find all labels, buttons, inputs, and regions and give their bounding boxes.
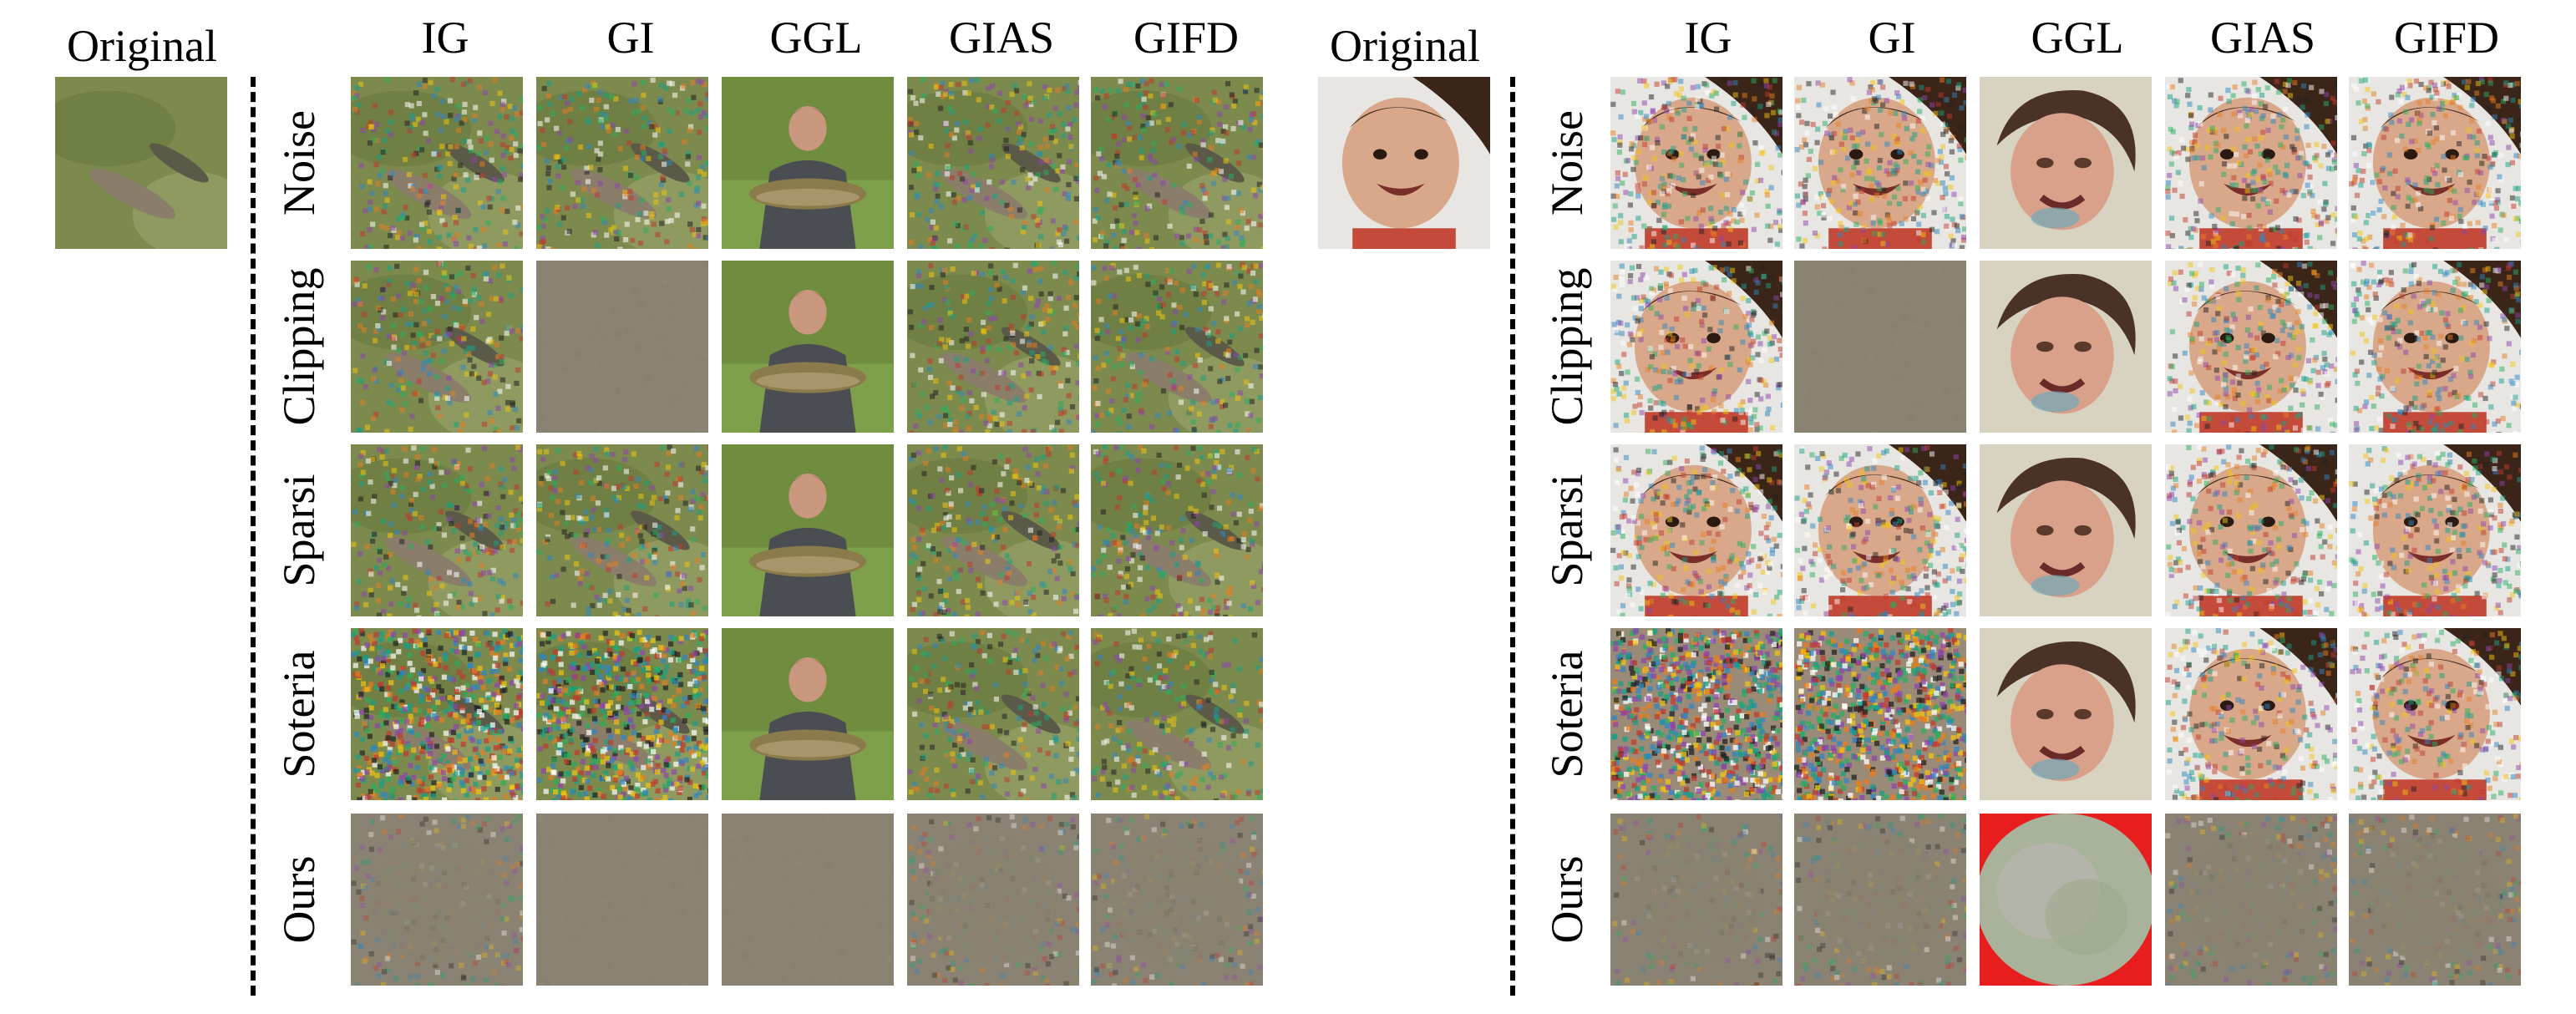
reconstruction-image xyxy=(1091,444,1263,616)
reconstruction-image xyxy=(2349,444,2521,616)
reconstruction-image xyxy=(1610,814,1782,986)
reconstruction-image xyxy=(2165,261,2337,433)
column-header: GGL xyxy=(769,13,863,63)
reconstruction-image xyxy=(2165,77,2337,249)
reconstruction-image xyxy=(1980,261,2152,433)
reconstruction-image xyxy=(536,261,708,433)
row-label: Clipping xyxy=(1542,267,1592,426)
reconstruction-image xyxy=(1610,261,1782,433)
original-label: Original xyxy=(67,21,217,71)
reconstruction-image xyxy=(1610,628,1782,800)
reconstruction-image xyxy=(907,444,1079,616)
reconstruction-image xyxy=(2349,261,2521,433)
original-image xyxy=(1318,77,1490,249)
reconstruction-image xyxy=(2165,628,2337,800)
column-header: GIFD xyxy=(2393,13,2500,63)
reconstruction-image xyxy=(1610,77,1782,249)
row-label: Soteria xyxy=(1542,650,1592,778)
reconstruction-image xyxy=(2349,77,2521,249)
reconstruction-image xyxy=(351,444,523,616)
column-header: GI xyxy=(606,13,655,63)
reconstruction-image xyxy=(2349,628,2521,800)
reconstruction-image xyxy=(1091,77,1263,249)
column-header: GIFD xyxy=(1133,13,1240,63)
reconstruction-image xyxy=(907,77,1079,249)
original-image xyxy=(55,77,227,249)
column-header: GGL xyxy=(2031,13,2124,63)
reconstruction-image xyxy=(907,628,1079,800)
reconstruction-image xyxy=(2349,814,2521,986)
reconstruction-image xyxy=(722,814,894,986)
column-header: GI xyxy=(1868,13,1916,63)
reconstruction-image xyxy=(907,814,1079,986)
reconstruction-image xyxy=(351,628,523,800)
row-label: Sparsi xyxy=(1542,474,1592,587)
column-header: IG xyxy=(421,13,469,63)
reconstruction-image xyxy=(536,628,708,800)
row-label: Noise xyxy=(1542,110,1592,215)
column-header: GIAS xyxy=(2209,13,2316,63)
reconstruction-image xyxy=(1091,628,1263,800)
row-label: Sparsi xyxy=(274,474,324,587)
reconstruction-image xyxy=(536,77,708,249)
reconstruction-image xyxy=(1091,261,1263,433)
reconstruction-image xyxy=(1091,814,1263,986)
reconstruction-image xyxy=(907,261,1079,433)
reconstruction-image xyxy=(351,261,523,433)
row-label: Noise xyxy=(274,110,324,215)
original-label: Original xyxy=(1330,21,1480,71)
reconstruction-image xyxy=(722,628,894,800)
reconstruction-image xyxy=(2165,444,2337,616)
reconstruction-image xyxy=(1794,628,1966,800)
reconstruction-image xyxy=(722,77,894,249)
reconstruction-image xyxy=(351,814,523,986)
reconstruction-image xyxy=(536,444,708,616)
reconstruction-image xyxy=(1980,628,2152,800)
reconstruction-image xyxy=(1794,444,1966,616)
row-label: Clipping xyxy=(274,267,324,426)
reconstruction-image xyxy=(1980,814,2152,986)
row-label: Ours xyxy=(1542,855,1592,944)
column-header: GIAS xyxy=(948,13,1055,63)
reconstruction-image xyxy=(1980,444,2152,616)
reconstruction-image xyxy=(351,77,523,249)
dashed-divider xyxy=(1510,77,1515,996)
reconstruction-image xyxy=(1610,444,1782,616)
reconstruction-image xyxy=(1794,77,1966,249)
row-label: Soteria xyxy=(274,650,324,778)
row-label: Ours xyxy=(274,855,324,944)
reconstruction-image xyxy=(1794,261,1966,433)
reconstruction-image xyxy=(2165,814,2337,986)
column-header: IG xyxy=(1684,13,1732,63)
reconstruction-image xyxy=(722,444,894,616)
reconstruction-image xyxy=(536,814,708,986)
reconstruction-image xyxy=(722,261,894,433)
reconstruction-image xyxy=(1794,814,1966,986)
reconstruction-image xyxy=(1980,77,2152,249)
dashed-divider xyxy=(251,77,256,996)
